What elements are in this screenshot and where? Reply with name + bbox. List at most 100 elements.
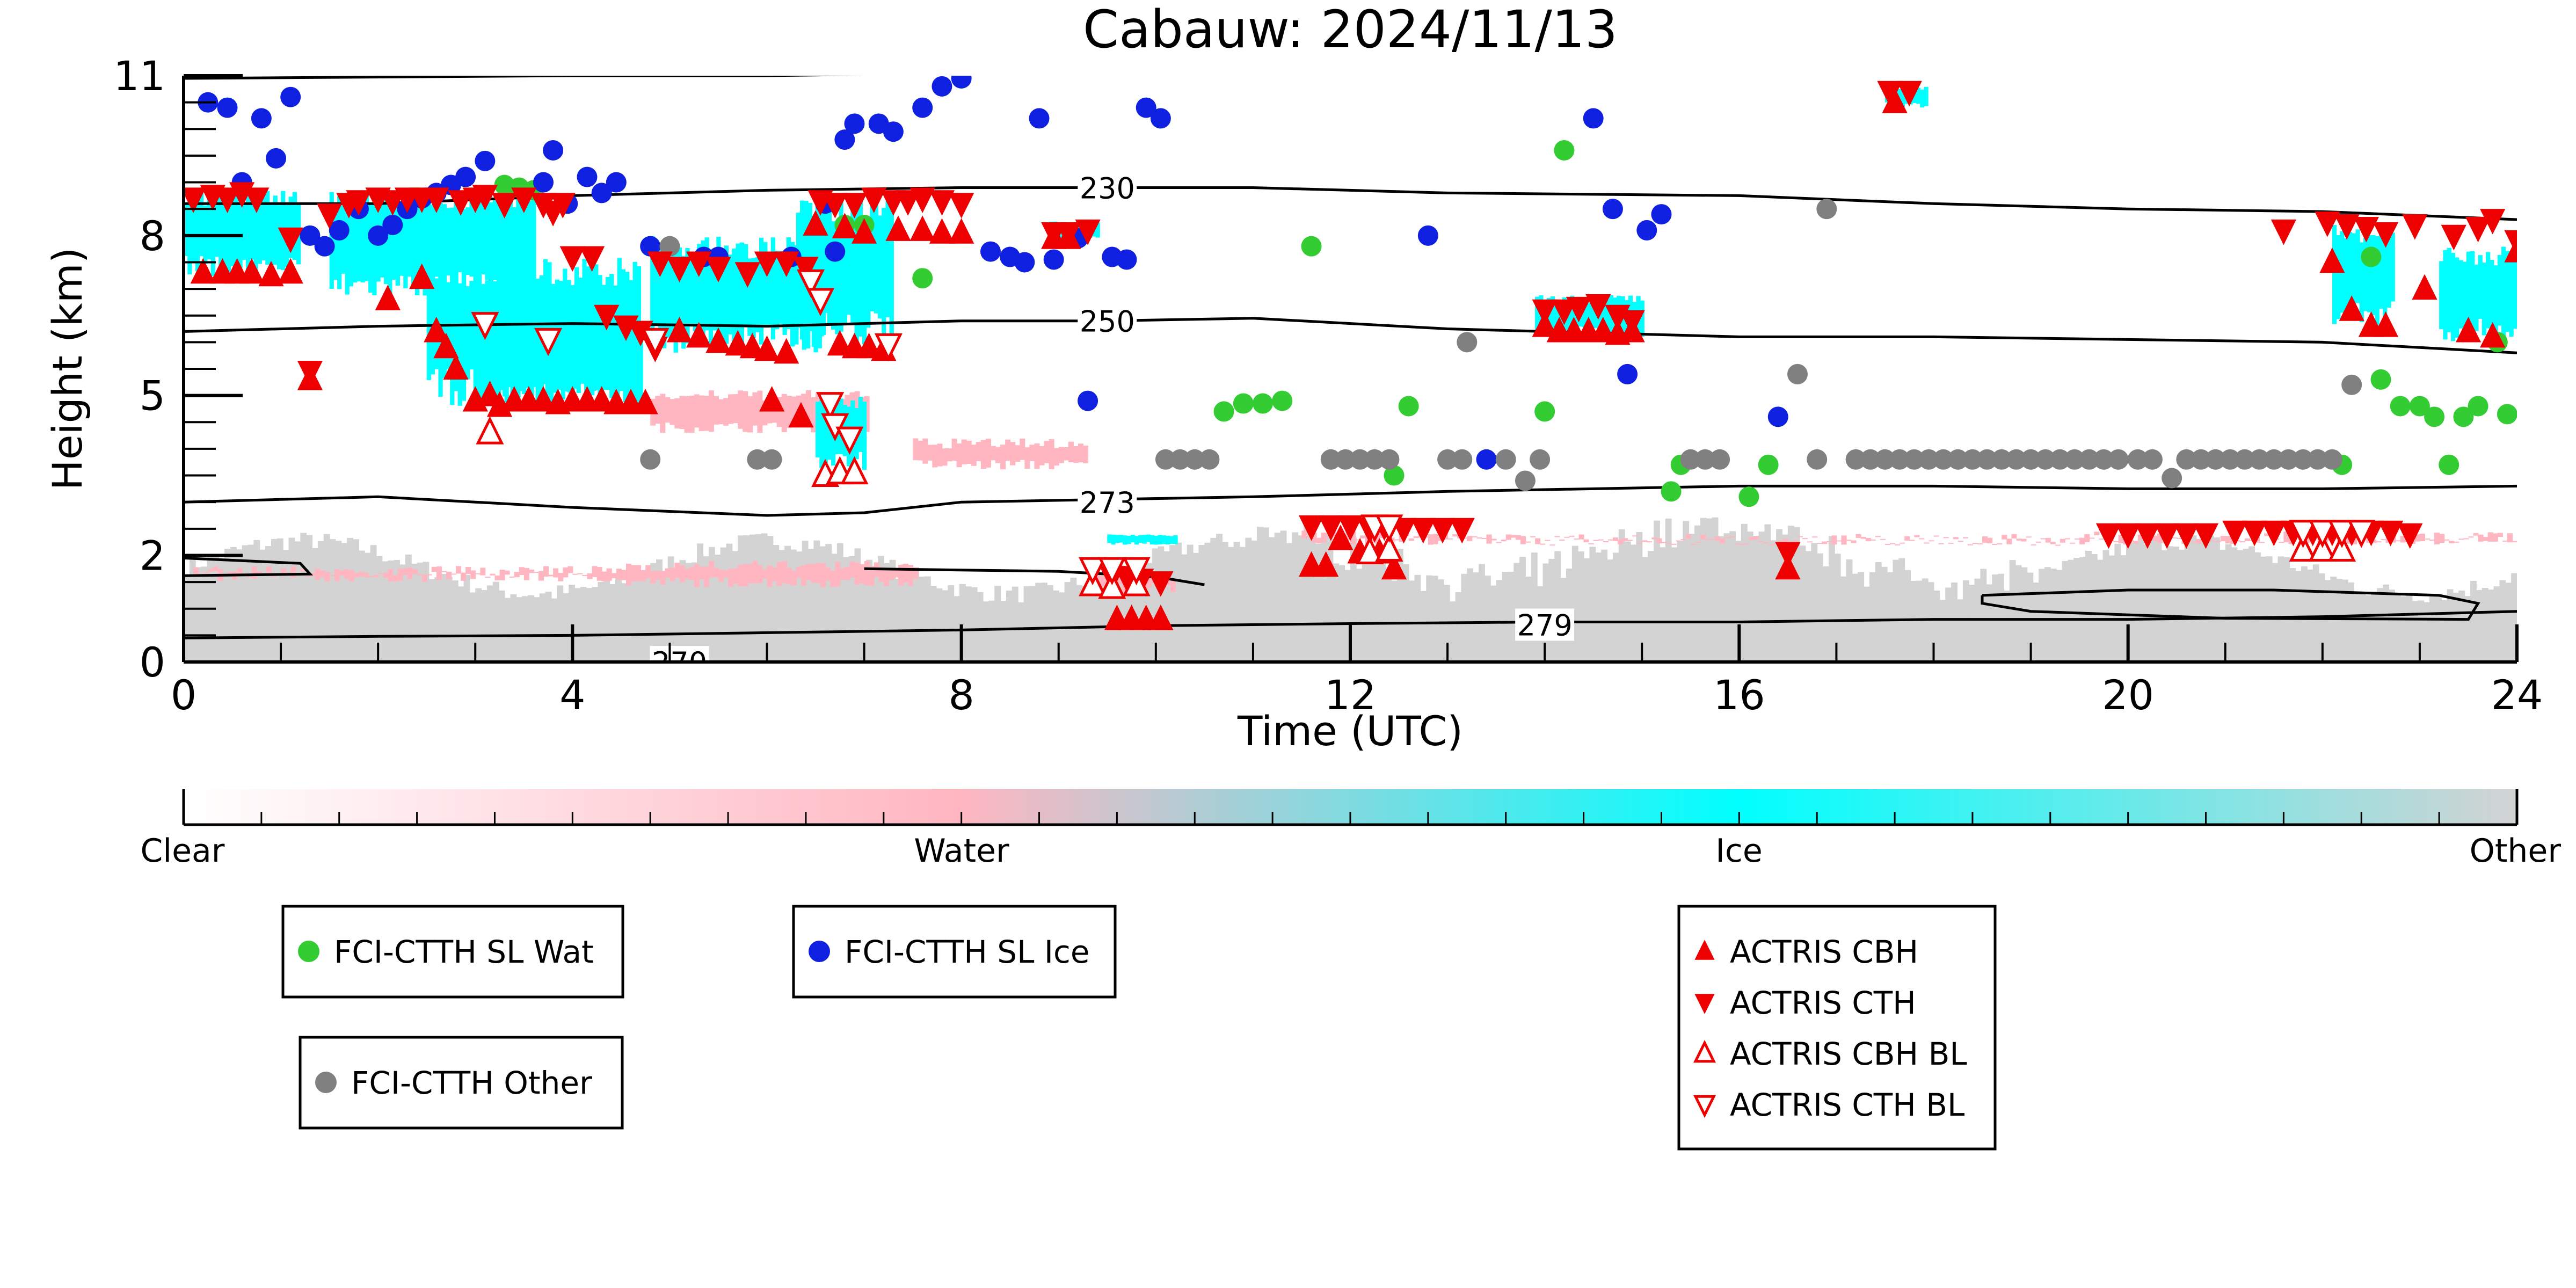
point-actris-cth [214,187,241,213]
point-fci-ctth-sl-wat [2497,404,2517,425]
point-actris-cbh [774,338,799,364]
point-actris-cth [2095,523,2122,549]
point-fci-ctth-sl-ice [382,214,403,235]
point-fci-ctth-sl-wat [1253,393,1274,414]
point-fci-ctth-sl-wat [1213,401,1234,422]
point-fci-ctth-sl-ice [932,76,952,97]
point-actris-cbh-bl [476,416,504,445]
point-actris-cbh [2412,274,2437,300]
point-actris-cbh [433,332,459,359]
point-fci-ctth-sl-wat [1272,390,1293,411]
point-actris-cth-bl [1122,557,1151,586]
point-actris-cth [1298,515,1325,541]
classification-colorbar: Clear Water Ice Other [141,789,2561,870]
point-actris-cth-bl [1079,557,1107,586]
point-actris-cth [2242,520,2267,547]
point-actris-cth-bl [2289,520,2317,548]
point-fci-ctth-other [1155,449,1176,470]
point-actris-cth [1877,81,1903,107]
point-actris-cth [491,193,518,219]
point-fci-ctth-other [2341,374,2362,395]
point-fci-ctth-other [1889,449,1910,470]
point-fci-ctth-sl-wat [2468,396,2488,417]
point-fci-ctth-sl-ice [1043,249,1064,270]
point-actris-cbh [832,213,858,238]
point-actris-cbh [1381,554,1407,580]
point-fci-ctth-other [2176,449,2197,470]
x-tick-label: 8 [948,671,974,719]
point-fci-ctth-sl-ice [1136,97,1156,118]
contour-line [184,317,2517,354]
point-actris-cth [1430,518,1456,544]
point-fci-ctth-other [2220,449,2240,470]
point-actris-cth-bl [835,426,864,455]
point-fci-ctth-other [2049,449,2070,470]
point-fci-ctth-sl-ice [883,121,904,142]
point-fci-ctth-sl-wat [2424,406,2445,427]
point-actris-cbh [686,322,712,348]
legend-label: ACTRIS CBH BL [1730,1036,1967,1072]
point-actris-cth-bl [2327,520,2356,548]
point-actris-cth [2441,224,2466,251]
point-actris-cbh [1328,525,1354,550]
point-fci-ctth-sl-ice [475,150,496,171]
point-fci-ctth-sl-wat [1758,454,1779,475]
legend-box: FCI-CTTH SL Ice [792,905,1117,999]
point-fci-ctth-sl-wat [2361,246,2382,267]
point-fci-ctth-other [1452,449,1473,470]
point-actris-cbh [2373,311,2399,337]
point-actris-cth [511,187,537,213]
point-actris-cth [2261,520,2287,547]
point-actris-cbh [530,386,556,412]
point-fci-ctth-sl-ice [217,97,238,118]
legend-label: FCI-CTTH SL Wat [334,934,594,970]
point-fci-ctth-other [640,449,661,470]
legend-marker-fci-ctth-other [315,1072,337,1093]
point-fci-ctth-sl-ice [1078,390,1098,411]
point-fci-ctth-sl-ice [266,148,287,169]
point-fci-ctth-other [2234,449,2255,470]
legend-marker-fci-ctth-sl-wat [298,941,319,962]
contour-label: 270 [652,646,707,680]
point-fci-ctth-sl-ice [1767,406,1788,427]
point-fci-ctth-sl-ice [300,225,321,246]
point-actris-cth [1775,542,1801,568]
point-actris-cth [647,251,673,278]
point-actris-cth [2334,214,2360,240]
point-fci-ctth-sl-ice [1029,108,1050,129]
legend-box: FCI-CTTH Other [299,1036,624,1130]
point-actris-cth [1148,571,1174,597]
point-actris-cth [2193,523,2219,549]
point-actris-cth-bl [821,413,849,442]
point-actris-cth [2135,523,2160,549]
contour-label: 273 [1080,486,1135,520]
point-fci-ctth-other [1495,449,1516,470]
point-actris-cbh [1590,316,1616,343]
point-fci-ctth-other [1457,332,1478,353]
point-actris-cbh [739,332,765,359]
point-actris-cth [297,361,323,387]
point-actris-cbh [632,388,658,414]
legend-label: ACTRIS CTH BL [1730,1087,1964,1123]
contour-label: 230 [1080,171,1135,205]
point-fci-ctth-other [1379,449,1400,470]
point-actris-cth [2222,520,2248,547]
x-tick-label: 16 [1713,671,1765,719]
point-actris-cth [2373,222,2399,248]
legend-label: ACTRIS CBH [1730,934,1918,970]
point-actris-cth [1532,299,1558,325]
point-fci-ctth-other [1437,449,1458,470]
point-fci-ctth-other [2205,449,2226,470]
point-actris-cbh [666,316,693,343]
point-actris-cth [2154,523,2180,549]
point-fci-ctth-other [1977,449,1998,470]
colorbar-label: Water [914,832,1009,870]
point-actris-cth [540,201,566,227]
colorbar-label: Clear [141,832,225,870]
y-tick-label: 8 [140,212,165,260]
point-actris-cbh [589,386,615,412]
legend-box: FCI-CTTH SL Wat [281,905,624,999]
point-actris-cth-bl [534,328,563,356]
point-actris-cth [793,257,819,282]
point-actris-cth [2115,523,2141,549]
